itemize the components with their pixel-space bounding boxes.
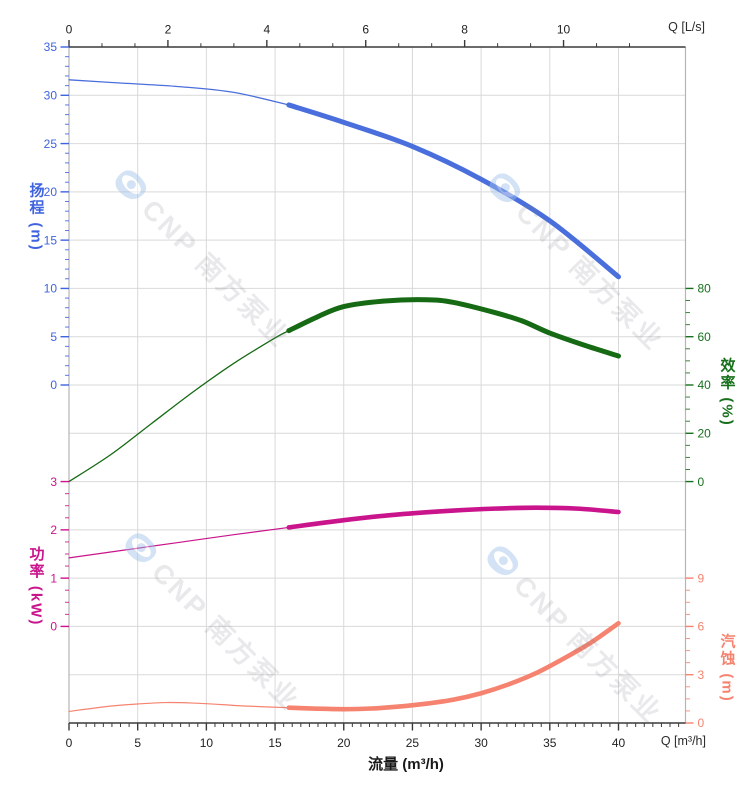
tick-label: 25 (406, 736, 420, 750)
tick-label: 40 (698, 378, 712, 392)
tick-label: 3 (50, 475, 57, 489)
tick-label: 0 (66, 736, 73, 750)
tick-label: 10 (557, 23, 571, 37)
tick-label: 15 (268, 736, 282, 750)
tick-label: 40 (612, 736, 626, 750)
curve-head-thick (286, 102, 621, 280)
tick-label: 5 (50, 330, 57, 344)
tick-label: 0 (698, 716, 705, 730)
tick-label: 6 (362, 23, 369, 37)
power-axis-title: 功率 (kW) (27, 545, 45, 627)
curve-power-thin (68, 526, 290, 559)
tick-label: 0 (50, 620, 57, 634)
tick-label: 30 (44, 88, 58, 102)
tick-label: 5 (134, 736, 141, 750)
tick-label: 20 (44, 185, 58, 199)
tick-label: 20 (337, 736, 351, 750)
curve-eff-thin (68, 330, 290, 483)
tick-label: 3 (698, 668, 705, 682)
tick-label: 35 (44, 40, 58, 54)
gridlines (69, 47, 686, 723)
curve-npsh-thin (68, 701, 290, 713)
tick-label: 10 (44, 282, 58, 296)
flow-axis-label: 流量 (m³/h) (368, 756, 444, 773)
npsh-axis-title: 汽蚀 (m) (718, 633, 736, 703)
tick-label: 60 (698, 330, 712, 344)
axis-ticks: 0 2 4 6 8 100 5 10 15 20 25 30 35 4035302520151050321… (44, 23, 712, 751)
curve-power-thick (286, 505, 621, 530)
tick-label: 30 (474, 736, 488, 750)
curve-eff-thick (286, 297, 621, 359)
tick-label: 10 (200, 736, 214, 750)
tick-label: 35 (543, 736, 557, 750)
tick-label: 0 (50, 378, 57, 392)
tick-label: 20 (698, 426, 712, 440)
curves (68, 79, 621, 713)
tick-label: 8 (461, 23, 468, 37)
tick-label: 2 (165, 23, 172, 37)
curve-npsh-thick (286, 620, 621, 712)
tick-label: 1 (50, 571, 57, 585)
curve-head-thin (68, 79, 290, 106)
tick-label: 9 (698, 571, 705, 585)
tick-label: 15 (44, 233, 58, 247)
tick-label: 4 (263, 23, 270, 37)
tick-label: 2 (50, 523, 57, 537)
tick-label: 25 (44, 137, 58, 151)
top-axis-unit-label: Q [L/s] (668, 20, 705, 34)
tick-label: 80 (698, 282, 712, 296)
tick-label: 0 (698, 475, 705, 489)
bottom-axis-unit-label: Q [m³/h] (660, 734, 706, 748)
tick-label: 0 (66, 23, 73, 37)
head-axis-title: 扬程 (m) (27, 182, 45, 252)
tick-label: 6 (698, 620, 705, 634)
efficiency-axis-title: 效率 (%) (718, 357, 736, 427)
